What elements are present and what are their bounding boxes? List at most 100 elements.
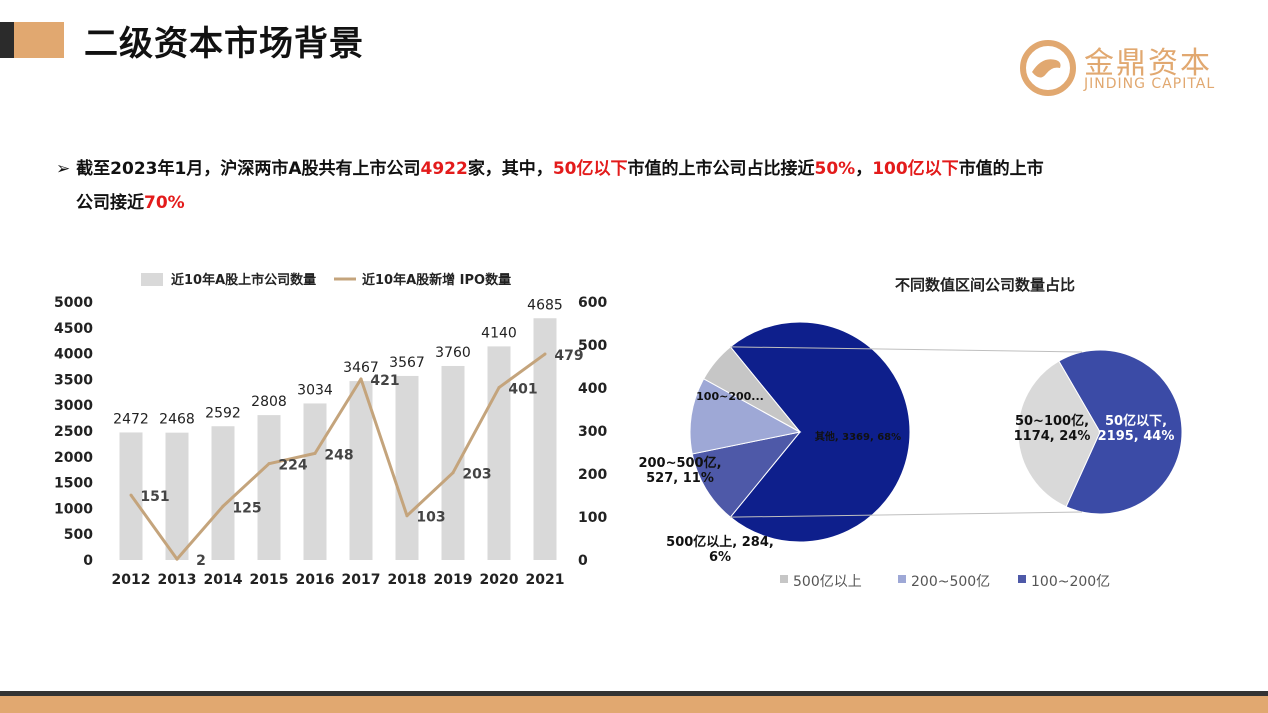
y2-axis-tick-label: 200 — [578, 467, 607, 483]
ipo-point-2019 — [451, 471, 455, 475]
bar-2021 — [533, 318, 557, 560]
x-axis-tick-label: 2013 — [158, 572, 197, 588]
title-accent-dark — [0, 22, 14, 58]
y2-axis-tick-label: 100 — [578, 510, 607, 526]
bar-value-label: 2472 — [113, 411, 149, 427]
bar-2017 — [349, 381, 373, 560]
pie1-slice-3 — [703, 346, 801, 433]
y2-axis-tick-label: 500 — [578, 338, 607, 354]
bar-2020 — [487, 346, 511, 560]
pie1-label: 100~200... — [696, 390, 764, 403]
y-axis-tick-label: 3500 — [54, 372, 93, 388]
ipo-point-2020 — [497, 386, 501, 390]
bar-2013 — [165, 432, 189, 560]
pie1-slice-0 — [729, 321, 911, 543]
bar-value-label: 3467 — [343, 360, 379, 376]
pie-legend-swatch — [1018, 575, 1026, 583]
pie1-label: 500亿以上, 284, 6% — [666, 534, 774, 565]
footer-band — [0, 696, 1268, 713]
summary-text-3: 市值的上市公司占比接近 — [627, 159, 815, 179]
ipo-point-2012 — [129, 493, 133, 497]
pie1-label: 其他, 3369, 68% — [815, 430, 901, 443]
x-axis-tick-label: 2019 — [434, 572, 473, 588]
pie1-slice-2 — [689, 378, 802, 455]
pie-legend-label: 500亿以上 — [793, 574, 862, 590]
y-axis-tick-label: 3000 — [54, 398, 93, 414]
pie2-slice-1 — [1017, 360, 1101, 508]
summary-highlight-70pct: 70% — [144, 193, 185, 213]
bar-2015 — [257, 415, 281, 560]
pie-connector-top — [730, 346, 1083, 353]
pie-title: 不同数值区间公司数量占比 — [895, 276, 1075, 294]
bar-value-label: 4140 — [481, 325, 517, 341]
y-axis-tick-label: 5000 — [54, 295, 93, 311]
summary-text-2: 家，其中， — [467, 159, 553, 179]
line-value-label: 224 — [278, 458, 307, 474]
line-value-label: 248 — [324, 447, 353, 463]
summary-highlight-100yi: 100亿以下 — [872, 159, 959, 179]
line-value-label: 203 — [462, 467, 491, 483]
x-axis-tick-label: 2017 — [342, 572, 381, 588]
x-axis-tick-label: 2018 — [388, 572, 427, 588]
y-axis-tick-label: 1500 — [54, 476, 93, 492]
x-axis-tick-label: 2021 — [526, 572, 565, 588]
pie-legend-label: 200~500亿 — [911, 574, 990, 590]
legend-swatch-bars — [141, 273, 163, 286]
summary-text-1: 截至2023年1月，沪深两市A股共有上市公司 — [76, 159, 421, 179]
summary-bullet: ➢ 截至2023年1月，沪深两市A股共有上市公司4922家，其中，50亿以下市值… — [56, 152, 1176, 220]
ipo-point-2015 — [267, 462, 271, 466]
y-axis-tick-label: 0 — [83, 553, 93, 569]
bar-2019 — [441, 365, 465, 560]
bar-value-label: 4685 — [527, 297, 563, 313]
bar-2014 — [211, 426, 235, 560]
y2-axis-tick-label: 600 — [578, 295, 607, 311]
y-axis-tick-label: 1000 — [54, 501, 93, 517]
line-value-label: 421 — [370, 373, 399, 389]
logo: 金鼎资本 JINDING CAPITAL — [1018, 36, 1228, 100]
summary-highlight-50yi: 50亿以下 — [552, 159, 628, 179]
line-value-label: 125 — [232, 500, 261, 516]
x-axis-tick-label: 2015 — [250, 572, 289, 588]
bar-value-label: 2468 — [159, 412, 195, 428]
footer-line — [0, 691, 1268, 696]
logo-text-en: JINDING CAPITAL — [1084, 76, 1216, 92]
pie1-label: 200~500亿, 527, 11% — [638, 455, 721, 486]
y-axis-tick-label: 4000 — [54, 347, 93, 363]
summary-text-5: 市值的上市 — [958, 159, 1044, 179]
pie2-label: 50~100亿, 1174, 24% — [1014, 413, 1091, 444]
logo-text-cn: 金鼎资本 — [1084, 46, 1212, 81]
x-axis-tick-label: 2016 — [296, 572, 335, 588]
y2-axis-tick-label: 300 — [578, 424, 607, 440]
line-value-label: 2 — [196, 553, 206, 569]
summary-text-4: ， — [855, 159, 873, 179]
line-value-label: 401 — [508, 382, 537, 398]
pie-legend-swatch — [780, 575, 788, 583]
y-axis-tick-label: 500 — [64, 527, 93, 543]
summary-highlight-total: 4922 — [420, 159, 468, 179]
ipo-point-2016 — [313, 451, 317, 455]
y2-axis-tick-label: 0 — [578, 553, 588, 569]
line-value-label: 151 — [140, 489, 169, 505]
ipo-line — [129, 352, 546, 561]
x-axis-tick-label: 2012 — [112, 572, 151, 588]
pie2-slice-0 — [1058, 349, 1183, 515]
y2-axis-tick-label: 400 — [578, 381, 607, 397]
page-title: 二级资本市场背景 — [84, 24, 364, 64]
ipo-point-2018 — [405, 514, 409, 518]
pie-legend-swatch — [898, 575, 906, 583]
summary-highlight-50pct: 50% — [814, 159, 856, 179]
legend-label-line: 近10年A股新增 IPO数量 — [362, 272, 511, 288]
bar-value-label: 3760 — [435, 345, 471, 361]
y-axis-tick-label: 2000 — [54, 450, 93, 466]
line-value-label: 479 — [554, 348, 583, 364]
charts-canvas: 近10年A股上市公司数量 近10年A股新增 IPO数量05001000150020… — [54, 272, 1183, 590]
bar-2016 — [303, 403, 327, 560]
pie-legend-label: 100~200亿 — [1031, 574, 1110, 590]
bar-value-label: 2808 — [251, 394, 287, 410]
title-accent-gold — [14, 22, 64, 58]
y-axis-tick-label: 2500 — [54, 424, 93, 440]
ipo-point-2014 — [221, 504, 225, 508]
pie2-label: 50亿以下, 2195, 44% — [1098, 413, 1175, 444]
ipo-point-2021 — [543, 352, 547, 356]
x-axis-tick-label: 2014 — [204, 572, 243, 588]
